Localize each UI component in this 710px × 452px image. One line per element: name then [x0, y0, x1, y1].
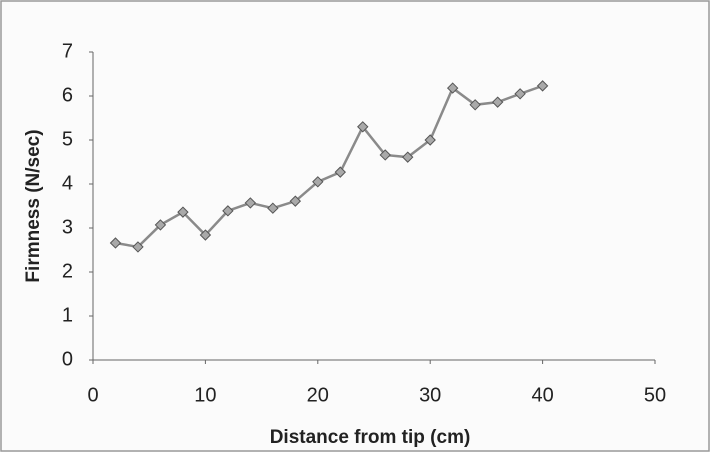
x-tick-label: 30: [419, 384, 441, 406]
chart-frame: [1, 1, 709, 451]
x-tick-label: 20: [307, 384, 329, 406]
y-tick-label: 2: [62, 260, 73, 282]
x-tick-label: 0: [87, 384, 98, 406]
y-tick-label: 5: [62, 128, 73, 150]
y-tick-label: 4: [62, 172, 73, 194]
y-tick-label: 1: [62, 304, 73, 326]
x-axis-title: Distance from tip (cm): [270, 427, 471, 448]
y-tick-label: 3: [62, 216, 73, 238]
x-tick-label: 40: [531, 384, 553, 406]
y-tick-label: 0: [62, 348, 73, 370]
x-tick-label: 10: [194, 384, 216, 406]
y-tick-label: 6: [62, 84, 73, 106]
x-tick-label: 50: [644, 384, 666, 406]
y-axis-title: Firmness (N/sec): [23, 129, 44, 282]
y-tick-label: 7: [62, 40, 73, 62]
chart: Distance from tip (cm) Firmness (N/sec) …: [0, 0, 710, 452]
